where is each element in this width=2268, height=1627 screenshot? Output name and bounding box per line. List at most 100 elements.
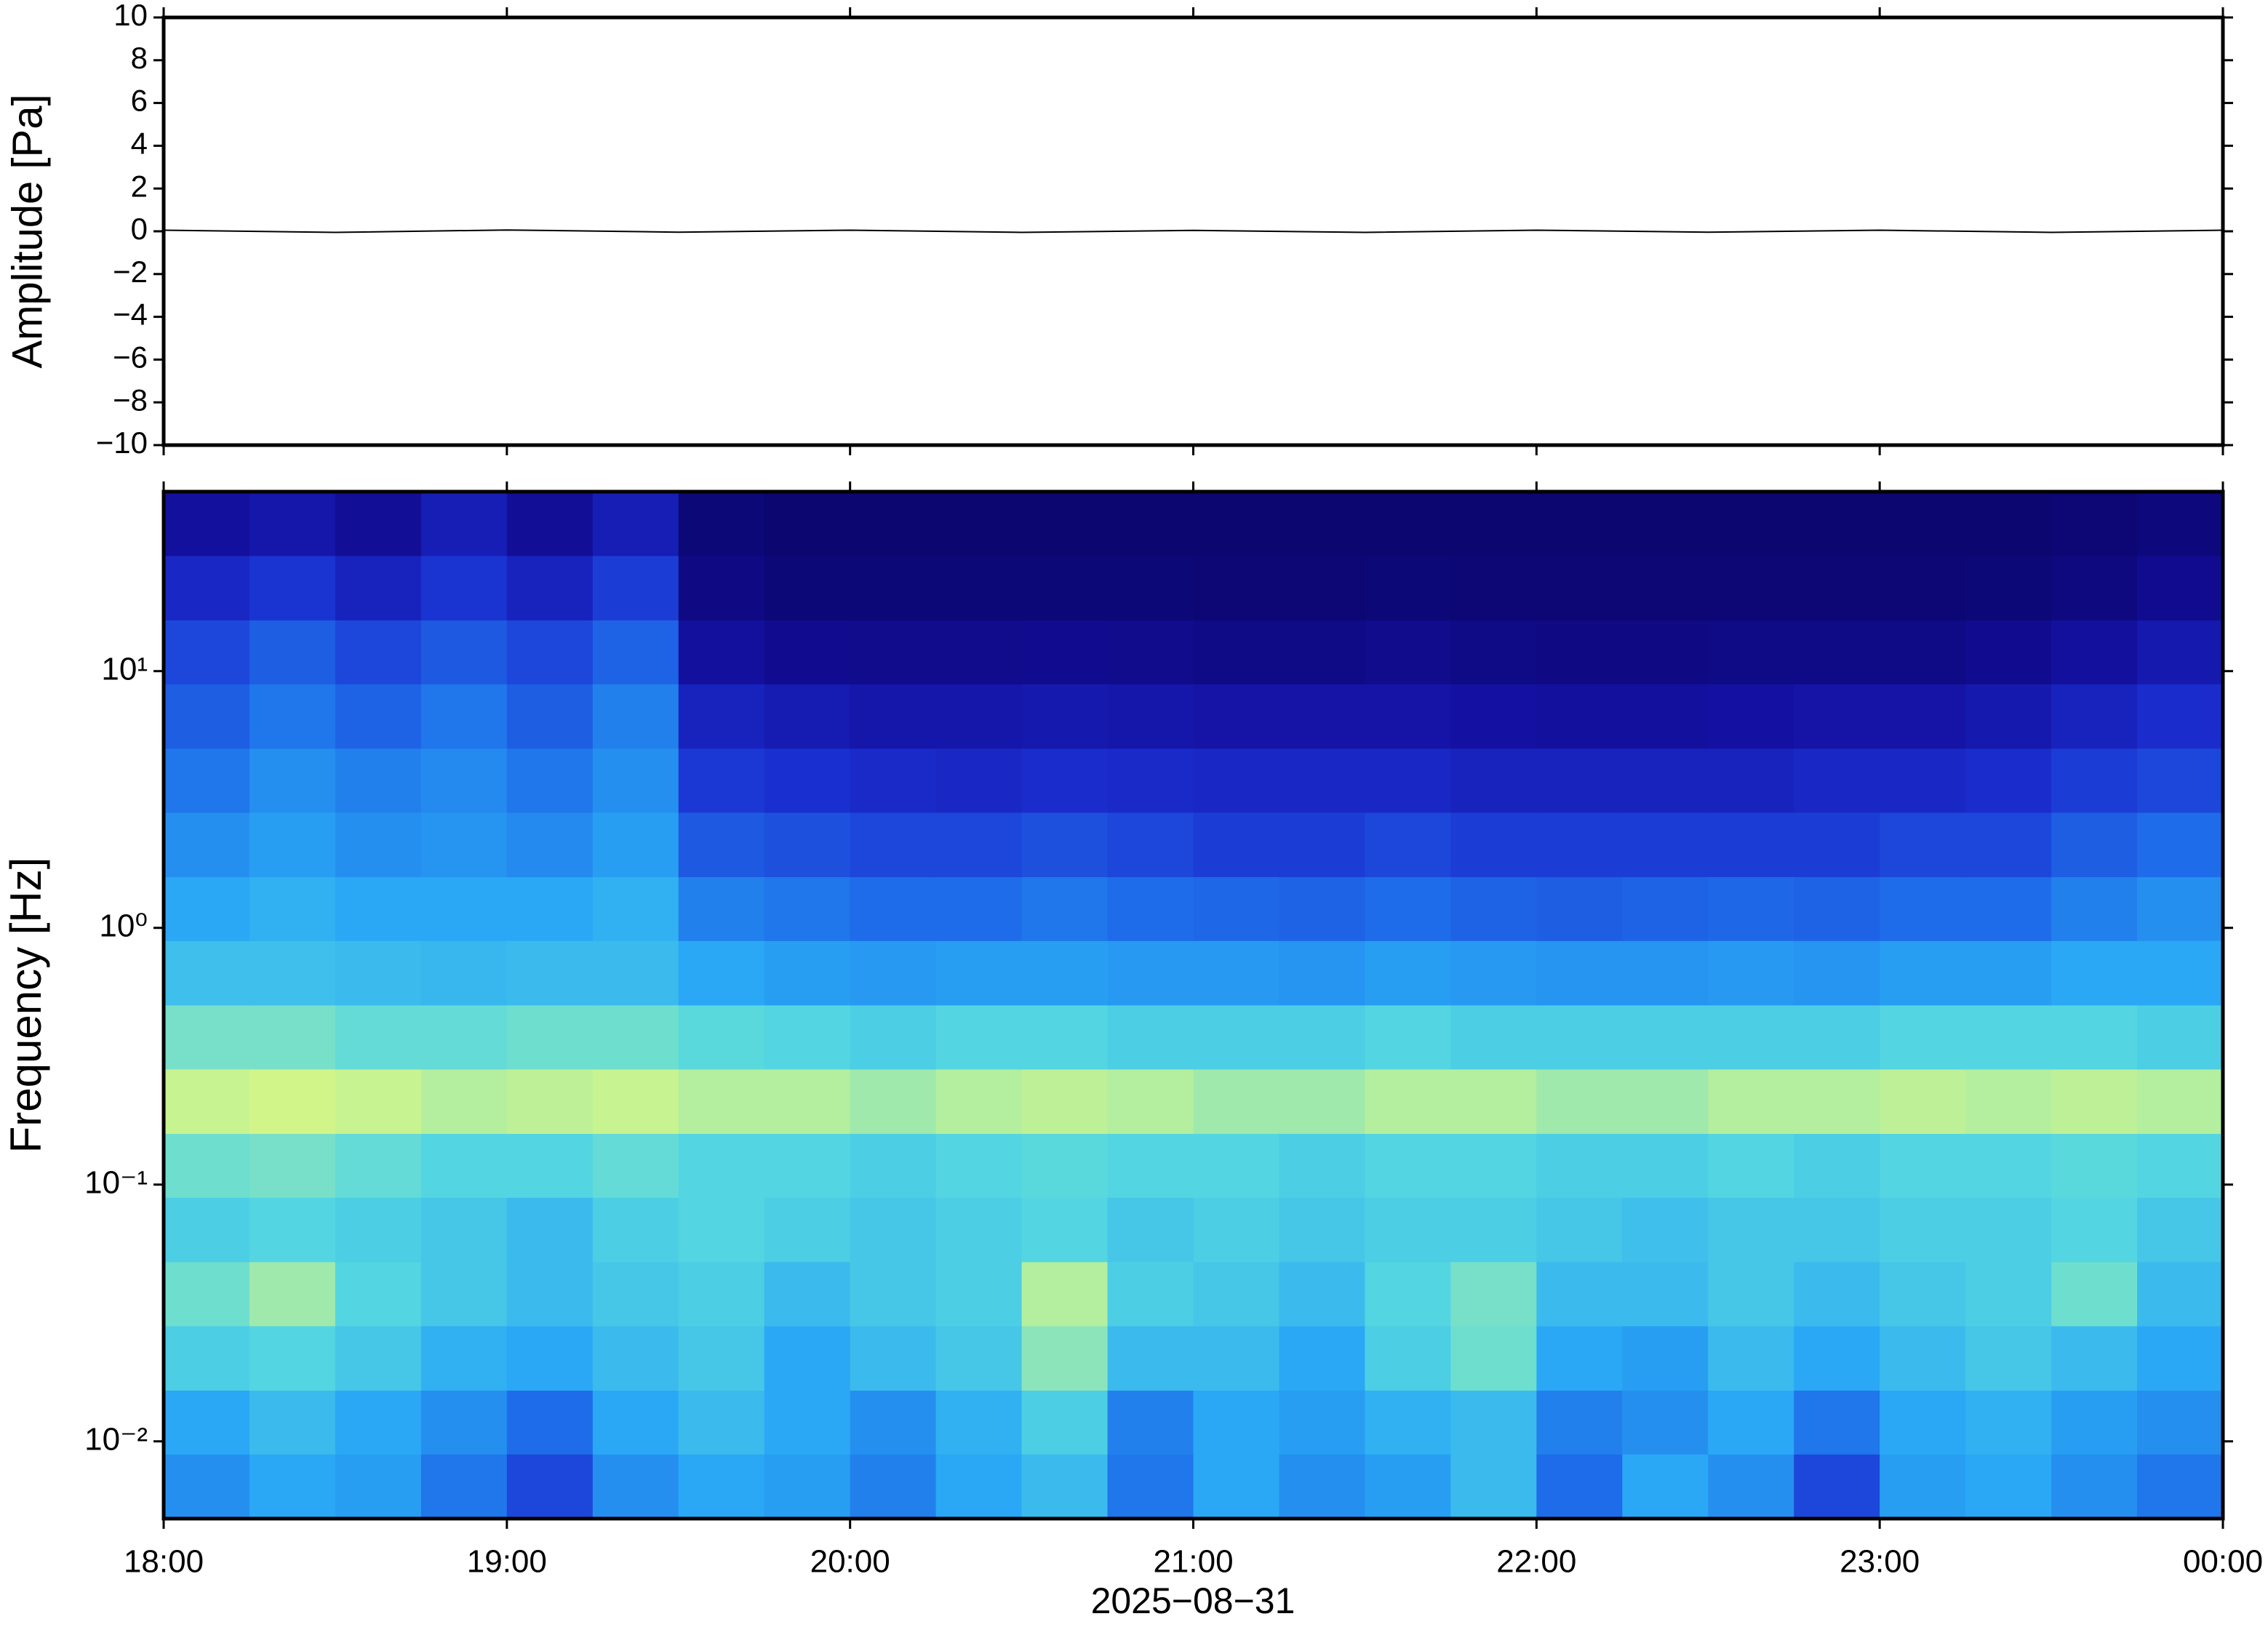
spectrogram-cell (420, 492, 508, 556)
spectrogram-cell (1708, 1197, 1794, 1263)
spectrogram-cell (1107, 1389, 1194, 1455)
spectrogram-cell (1279, 619, 1365, 684)
spectrogram-cell (1021, 492, 1109, 556)
spectrogram-cell (850, 1454, 937, 1519)
y-tick-label: 6 (131, 84, 148, 118)
spectrogram-cell (1450, 1197, 1537, 1263)
spectrogram-cell (935, 876, 1023, 941)
spectrogram-cell (1880, 1069, 1966, 1135)
spectrogram-cell (1708, 940, 1794, 1006)
spectrogram-cell (249, 1132, 336, 1198)
spectrogram-cell (1880, 1389, 1966, 1455)
spectrogram-cell (1365, 940, 1451, 1006)
spectrogram-cell (420, 812, 508, 878)
spectrogram-cell (506, 1261, 594, 1327)
spectrogram-cell (850, 1326, 937, 1391)
spectrogram-cell (1622, 1261, 1709, 1327)
spectrogram-cell (506, 1454, 594, 1519)
spectrogram-cell (1107, 1197, 1194, 1263)
spectrogram-cell (1021, 1004, 1109, 1070)
spectrogram-cell (592, 1326, 679, 1391)
spectrogram-cell (764, 1069, 851, 1135)
spectrogram-cell (2137, 684, 2224, 749)
spectrogram-cell (1622, 619, 1709, 684)
spectrogram-cell (592, 1197, 679, 1263)
spectrogram-cell (2051, 812, 2138, 878)
spectrogram-cell (420, 684, 508, 749)
spectrogram-cell (1880, 812, 1966, 878)
spectrogram-cell (1193, 1069, 1279, 1135)
spectrogram-cell (1279, 812, 1365, 878)
spectrogram-cell (1365, 1004, 1451, 1070)
spectrogram-cell (1450, 1004, 1537, 1070)
spectrogram-cell (1965, 1261, 2052, 1327)
spectrogram-cell (1536, 1197, 1623, 1263)
spectrogram-cell (764, 812, 851, 878)
y-tick-label: −8 (113, 383, 148, 417)
spectrogram-cell (935, 1389, 1023, 1455)
spectrogram-cell (1622, 876, 1709, 941)
spectrogram-cell (1794, 812, 1880, 878)
spectrogram-cell (1536, 1454, 1623, 1519)
spectrogram-cell (506, 1069, 594, 1135)
spectrogram-cell (678, 940, 765, 1006)
spectrogram-cell (1965, 940, 2052, 1006)
spectrogram-cell (1193, 684, 1279, 749)
spectrogram-cell (1536, 1326, 1623, 1391)
spectrogram-cell (1365, 684, 1451, 749)
spectrogram-cell (1021, 1261, 1109, 1327)
spectrogram-cell (1880, 876, 1966, 941)
y-tick-label: −6 (113, 340, 148, 374)
spectrogram-cell (1708, 1454, 1794, 1519)
spectrogram-cell (1708, 492, 1794, 556)
waveform-line (163, 229, 2224, 233)
spectrogram-cell (1365, 1132, 1451, 1198)
spectrogram-cell (249, 556, 336, 621)
spectrogram-cell (1107, 619, 1194, 684)
spectrogram-cell (1193, 876, 1279, 941)
spectrogram-cell (1965, 748, 2052, 813)
spectrogram-cell (335, 876, 422, 941)
spectrogram-cell (1794, 619, 1880, 684)
spectrogram-cell (850, 748, 937, 813)
spectrogram-cell (935, 1132, 1023, 1198)
spectrogram-cell (1794, 748, 1880, 813)
spectrogram-cell (420, 1326, 508, 1391)
spectrogram-cell (1107, 1261, 1194, 1327)
spectrogram-cell (1794, 1004, 1880, 1070)
spectrogram-cell (764, 556, 851, 621)
spectrogram-cell (1622, 492, 1709, 556)
spectrogram-cell (1365, 748, 1451, 813)
spectrogram-cell (1107, 1004, 1194, 1070)
spectrogram-cell (1622, 748, 1709, 813)
spectrogram-cell (1021, 1389, 1109, 1455)
spectrogram-cell (1708, 748, 1794, 813)
spectrogram-cell (850, 1197, 937, 1263)
spectrogram-cell (1021, 1069, 1109, 1135)
spectrogram-cell (935, 492, 1023, 556)
spectrogram-cell (1708, 812, 1794, 878)
spectrogram-cell (420, 1132, 508, 1198)
spectrogram-cell (1794, 492, 1880, 556)
spectrogram-cell (1536, 1069, 1623, 1135)
spectrogram-cell (1365, 619, 1451, 684)
spectrogram-cell (1450, 1261, 1537, 1327)
spectrogram-cell (1622, 1069, 1709, 1135)
spectrogram-cell (2137, 1454, 2224, 1519)
spectrogram-cell (164, 876, 250, 941)
spectrogram-cell (1193, 556, 1279, 621)
spectrogram-cell (1880, 940, 1966, 1006)
spectrogram-cell (249, 1069, 336, 1135)
y-tick-label: 8 (131, 41, 148, 75)
spectrogram-cell (2137, 748, 2224, 813)
spectrogram-cell (1794, 1069, 1880, 1135)
spectrogram-cell (2051, 1069, 2138, 1135)
spectrogram-cell (1622, 812, 1709, 878)
spectrogram-cell (506, 748, 594, 813)
spectrogram-cell (1794, 940, 1880, 1006)
spectrogram-cell (164, 556, 250, 621)
spectrogram-cell (1450, 1069, 1537, 1135)
spectrogram-cell (1365, 1389, 1451, 1455)
spectrogram-cell (1708, 1326, 1794, 1391)
